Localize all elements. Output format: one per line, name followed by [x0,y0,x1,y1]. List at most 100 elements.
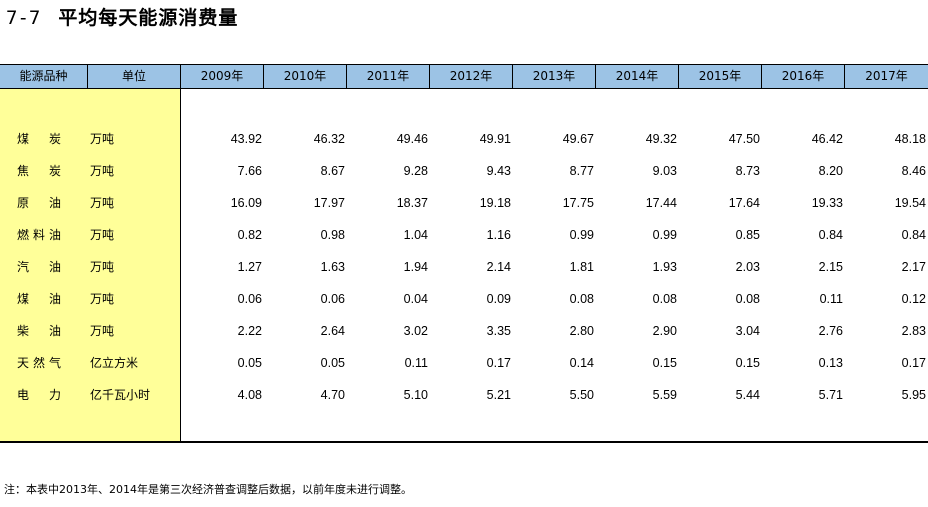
value-cell: 46.42 [811,132,843,146]
value-cell: 0.82 [237,228,262,242]
value-cell: 49.91 [479,132,511,146]
header-year: 2010年 [264,65,347,88]
value-cell: 1.04 [403,228,428,242]
value-cell: 0.13 [818,356,843,370]
energy-type-label: 煤油 [17,292,61,306]
unit-label: 万吨 [90,292,115,306]
value-cell: 5.59 [652,388,677,402]
value-cell: 1.63 [320,260,345,274]
table-row: 原油 万吨 16.09 17.97 18.37 19.18 17.75 17.44 17.64 1… [0,193,928,225]
value-cell: 43.92 [230,132,262,146]
table-row: 煤炭 万吨 43.92 46.32 49.46 49.91 49.67 49.32 47.50 4… [0,129,928,161]
table-note: 注：本表中2013年、2014年是第三次经济普查调整后数据，以前年度未进行调整。 [4,483,412,496]
value-cell: 17.97 [313,196,345,210]
value-cell: 1.81 [569,260,594,274]
table-row: 汽油 万吨 1.27 1.63 1.94 2.14 1.81 1.93 2.03 2.15 2.17 [0,257,928,289]
value-cell: 5.50 [569,388,594,402]
energy-type-label: 煤炭 [17,132,61,146]
value-cell: 1.93 [652,260,677,274]
value-cell: 0.09 [486,292,511,306]
value-cell: 0.17 [901,356,926,370]
energy-table: 能源品种 单位 2009年 2010年 2011年 2012年 2013年 20… [0,64,928,443]
table-row: 电力 亿千瓦小时 4.08 4.70 5.10 5.21 5.50 5.59 5.44 5.71 5… [0,385,928,417]
value-cell: 0.85 [735,228,760,242]
value-cell: 4.08 [237,388,262,402]
value-cell: 5.95 [901,388,926,402]
header-year: 2009年 [181,65,264,88]
table-header-row: 能源品种 单位 2009年 2010年 2011年 2012年 2013年 20… [0,64,928,89]
value-cell: 0.15 [735,356,760,370]
value-cell: 2.22 [237,324,262,338]
value-cell: 1.16 [486,228,511,242]
value-cell: 17.44 [645,196,677,210]
header-year: 2016年 [762,65,845,88]
value-cell: 8.67 [320,164,345,178]
value-cell: 0.06 [320,292,345,306]
value-cell: 2.64 [320,324,345,338]
unit-label: 万吨 [90,196,115,210]
value-cell: 19.54 [894,196,926,210]
value-cell: 2.80 [569,324,594,338]
value-cell: 0.06 [237,292,262,306]
value-cell: 2.15 [818,260,843,274]
energy-type-label: 柴油 [17,324,61,338]
energy-type-label: 天然气 [17,356,61,370]
header-category: 能源品种 [0,65,88,88]
header-year: 2012年 [430,65,513,88]
value-cell: 5.10 [403,388,428,402]
unit-label: 万吨 [90,228,115,242]
value-cell: 2.14 [486,260,511,274]
value-cell: 19.18 [479,196,511,210]
value-cell: 8.46 [901,164,926,178]
value-cell: 5.44 [735,388,760,402]
value-cell: 0.11 [819,292,843,306]
table-row: 焦炭 万吨 7.66 8.67 9.28 9.43 8.77 9.03 8.73 8.20 8.46 [0,161,928,193]
value-cell: 16.09 [230,196,262,210]
value-cell: 49.46 [396,132,428,146]
value-cell: 0.05 [320,356,345,370]
value-cell: 3.35 [486,324,511,338]
value-cell: 3.04 [735,324,760,338]
value-cell: 0.99 [569,228,594,242]
value-cell: 9.43 [486,164,511,178]
value-cell: 8.73 [735,164,760,178]
value-cell: 18.37 [396,196,428,210]
value-cell: 2.83 [901,324,926,338]
value-cell: 0.98 [320,228,345,242]
header-year: 2015年 [679,65,762,88]
energy-type-label: 原油 [17,196,61,210]
value-cell: 9.03 [652,164,677,178]
value-cell: 2.76 [818,324,843,338]
table-row: 煤油 万吨 0.06 0.06 0.04 0.09 0.08 0.08 0.08 0.11 0.12 [0,289,928,321]
energy-type-label: 汽油 [17,260,61,274]
value-cell: 0.15 [652,356,677,370]
value-cell: 8.20 [818,164,843,178]
value-cell: 0.12 [901,292,926,306]
table-row: 燃料油 万吨 0.82 0.98 1.04 1.16 0.99 0.99 0.85 0.84 0.8… [0,225,928,257]
header-year: 2017年 [865,69,908,83]
value-cell: 48.18 [894,132,926,146]
value-cell: 2.03 [735,260,760,274]
value-cell: 47.50 [728,132,760,146]
unit-label: 亿千瓦小时 [90,388,151,402]
table-title: 平均每天能源消费量 [58,7,239,29]
value-cell: 0.08 [652,292,677,306]
value-cell: 46.32 [313,132,345,146]
value-cell: 2.17 [901,260,926,274]
value-cell: 0.17 [486,356,511,370]
value-cell: 4.70 [320,388,345,402]
unit-label: 万吨 [90,324,115,338]
value-cell: 8.77 [569,164,594,178]
value-cell: 49.32 [645,132,677,146]
header-year: 2011年 [347,65,430,88]
value-cell: 0.08 [735,292,760,306]
unit-label: 亿立方米 [90,356,139,370]
value-cell: 19.33 [811,196,843,210]
value-cell: 1.94 [403,260,428,274]
value-cell: 0.08 [569,292,594,306]
header-year: 2014年 [596,65,679,88]
table-row: 天然气 亿立方米 0.05 0.05 0.11 0.17 0.14 0.15 0.15 0.13 0… [0,353,928,385]
value-cell: 9.28 [403,164,428,178]
value-cell: 17.75 [562,196,594,210]
value-cell: 0.84 [818,228,843,242]
